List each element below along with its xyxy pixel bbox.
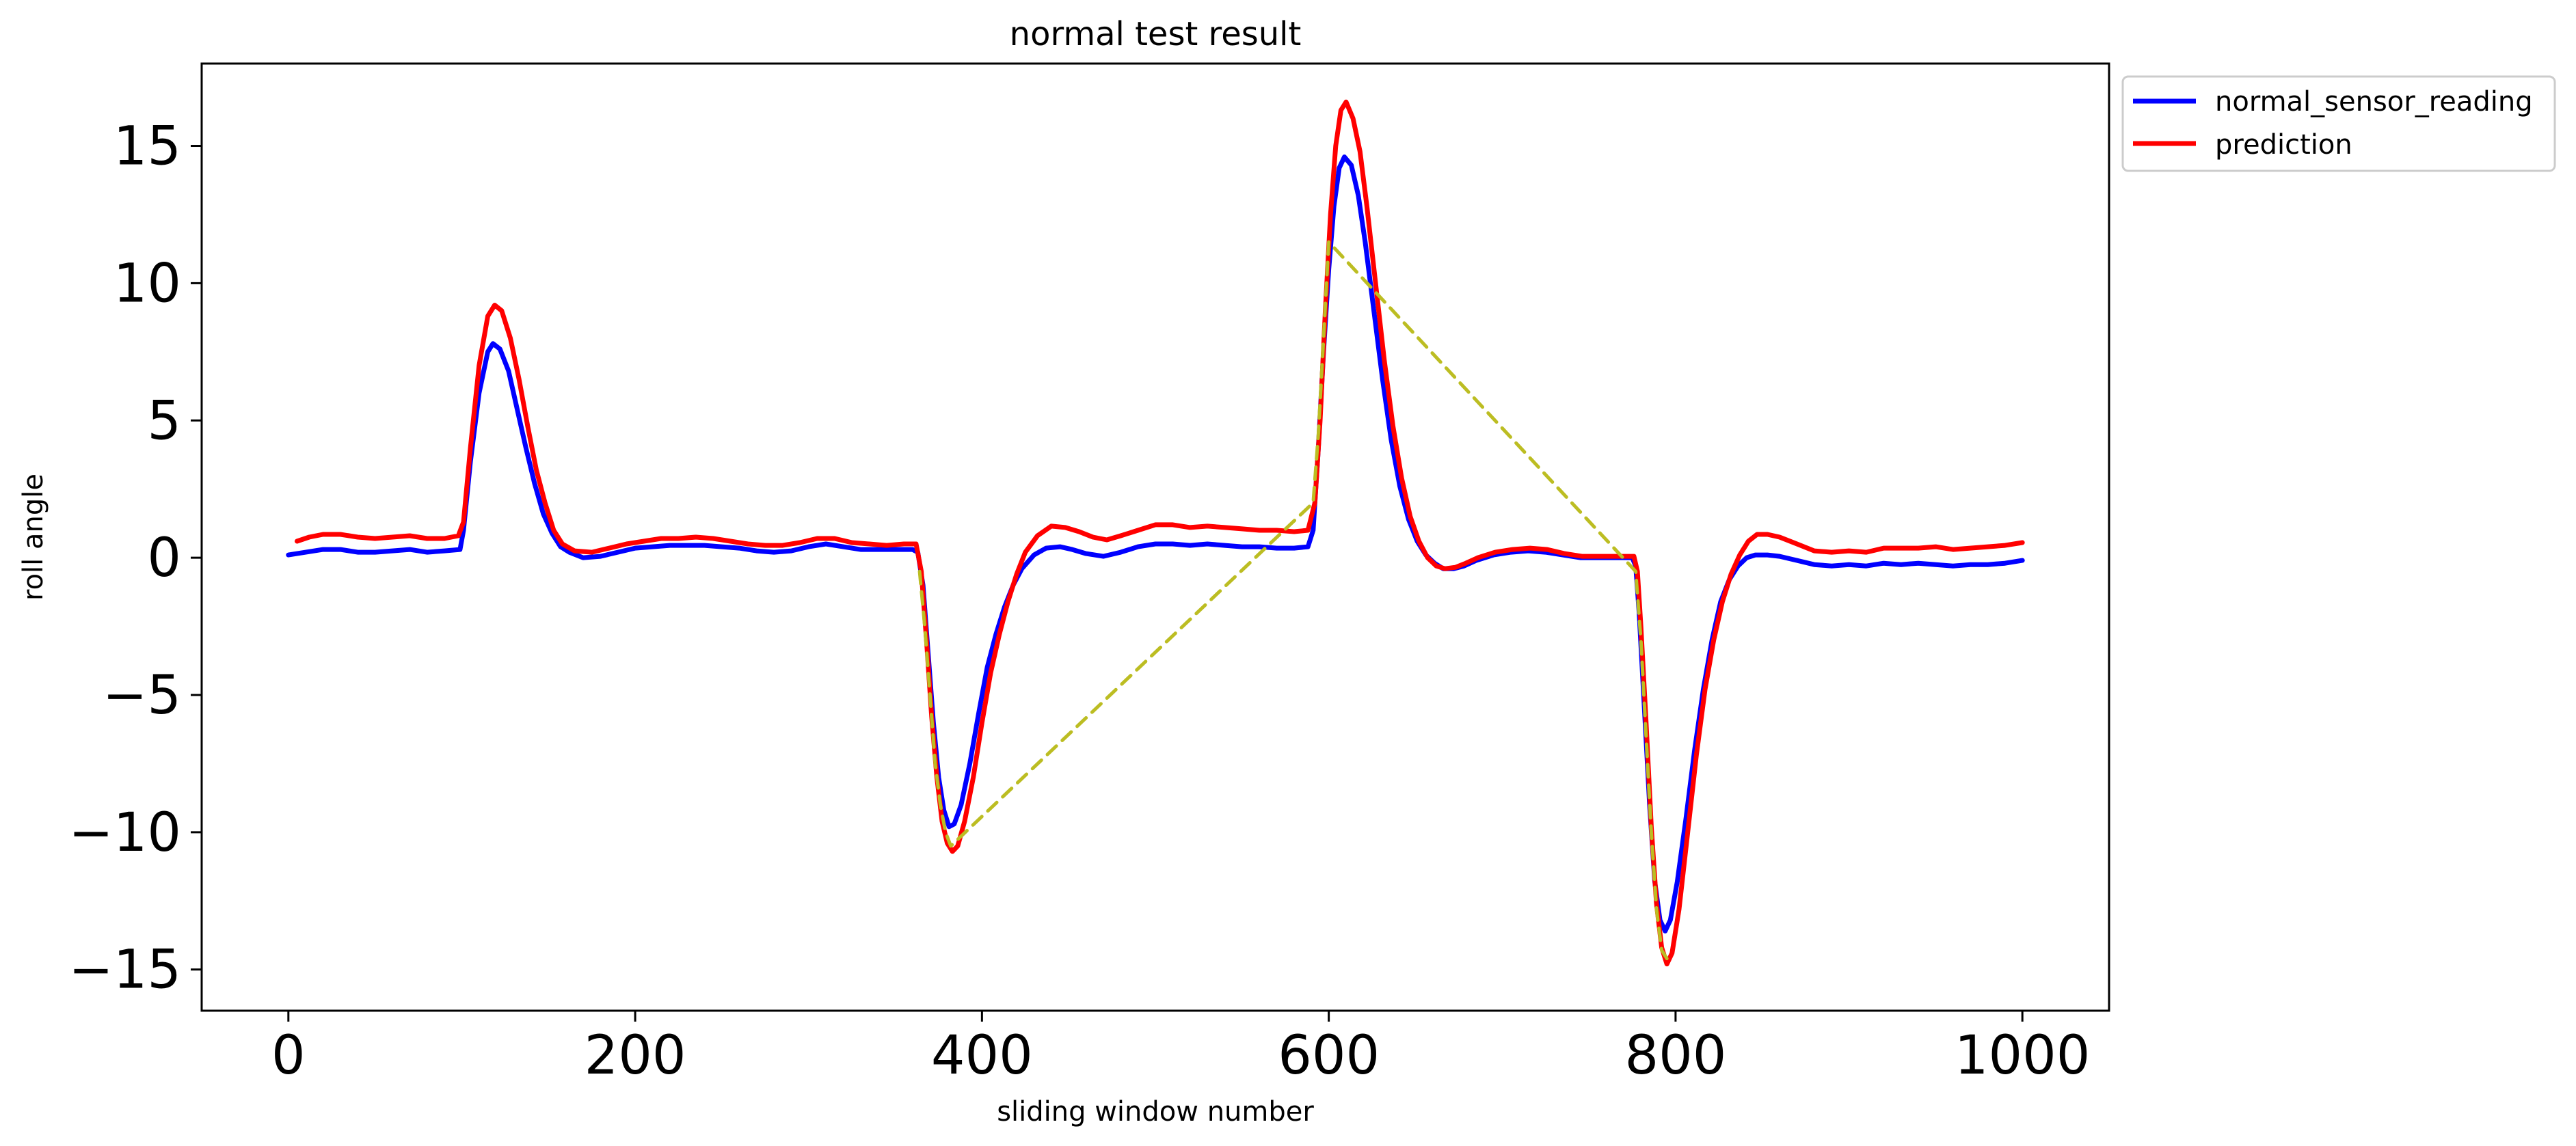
legend-label-normal-sensor-reading: normal_sensor_reading	[2215, 86, 2533, 118]
x-tick-label: 200	[585, 1025, 686, 1087]
y-tick-label: −5	[103, 665, 181, 726]
x-tick-label: 400	[931, 1025, 1033, 1087]
y-tick-label: 10	[113, 253, 181, 314]
chart-title: normal test result	[1010, 15, 1302, 53]
plot-frame	[200, 62, 2110, 1012]
y-tick-label: 0	[147, 528, 181, 589]
series-normal-sensor-reading	[286, 154, 2025, 933]
x-tick-label: 1000	[1955, 1025, 2091, 1087]
legend-box	[2121, 75, 2556, 172]
x-axis-ticks: 0 200 400 600 800 1000	[271, 1011, 2090, 1087]
y-tick-label: −15	[68, 940, 181, 1001]
x-tick-label: 0	[271, 1025, 306, 1087]
legend-label-prediction: prediction	[2215, 129, 2352, 161]
y-axis-ticks: 15 10 5 0 −5 −10 −15	[68, 116, 202, 1001]
y-axis-label: roll angle	[18, 474, 49, 601]
y-tick-label: 5	[147, 390, 181, 452]
series-prediction	[295, 99, 2025, 967]
x-axis-label: sliding window number	[997, 1096, 1314, 1128]
y-tick-label: −10	[68, 802, 181, 864]
legend: normal_sensor_reading prediction	[2121, 75, 2556, 172]
plot-lines	[286, 99, 2025, 967]
series-overlay-dashed	[917, 240, 1669, 961]
y-tick-label: 15	[113, 116, 181, 178]
x-tick-label: 800	[1624, 1025, 1726, 1087]
x-tick-label: 600	[1278, 1025, 1380, 1087]
